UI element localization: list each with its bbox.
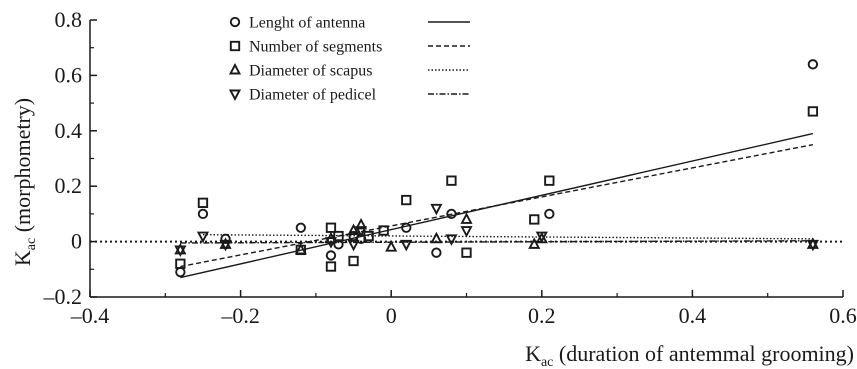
data-point-triangle-up [528, 237, 541, 249]
legend-item: Lenght of antenna [229, 15, 470, 32]
data-point-circle [220, 233, 231, 244]
data-point-square [446, 175, 457, 186]
data-point-square [175, 258, 186, 269]
data-point-triangle-down [347, 239, 360, 252]
data-point-triangle-down [355, 226, 368, 238]
data-points [174, 59, 819, 278]
data-point-triangle-down [430, 203, 443, 216]
y-tick-label: 0.4 [55, 118, 83, 143]
y-tick-label: 0.2 [55, 173, 83, 198]
legend-label: Diameter of pedicel [249, 87, 377, 104]
data-point-triangle-down [196, 231, 210, 244]
data-point-circle [175, 266, 186, 278]
data-point-square [197, 197, 209, 208]
legend-marker-square [229, 40, 241, 52]
legend-marker-triangle-up [228, 62, 242, 75]
data-point-circle [431, 247, 442, 258]
data-point-triangle-down [174, 245, 187, 257]
x-tick-label: 0.4 [679, 303, 707, 328]
axis-ticks: –0.4 –0.2 0 0.2 0.4 0.6–0.200.20.40.60.8 [43, 7, 857, 328]
data-point-triangle-up [355, 217, 368, 230]
data-point-triangle-down [400, 239, 413, 252]
x-tick-label: –0.4 [70, 303, 110, 328]
data-point-triangle-down [806, 239, 819, 252]
data-point-square [333, 230, 344, 242]
data-point-circle [807, 59, 819, 70]
data-point-triangle-up [294, 242, 307, 255]
x-tick-label: 0 [386, 303, 397, 328]
data-point-circle [295, 222, 306, 233]
data-point-circle [401, 222, 412, 233]
data-point-triangle-down [445, 234, 458, 246]
data-point-circle [325, 250, 337, 261]
data-point-triangle-up [430, 231, 443, 244]
data-point-triangle-down [324, 237, 338, 249]
data-point-circle [197, 208, 209, 220]
data-point-triangle-up [460, 212, 473, 224]
trend-lines [180, 132, 814, 279]
legend-label: Number of segments [249, 39, 382, 56]
y-tick-label: 0 [71, 229, 82, 254]
plot-frame [89, 20, 843, 298]
x-tick-label: –0.2 [220, 303, 260, 328]
data-point-circle [544, 208, 555, 220]
x-tick-label: 0.6 [829, 303, 857, 328]
data-point-square [461, 247, 472, 258]
data-point-square [325, 222, 337, 233]
data-point-square [544, 175, 555, 186]
data-point-circle [446, 208, 457, 220]
y-tick-label: 0.6 [55, 62, 83, 87]
data-point-square [807, 106, 819, 117]
legend-item: Diameter of pedicel [228, 87, 470, 104]
legend-item: Number of segments [229, 39, 470, 56]
data-point-square [348, 255, 359, 267]
legend-label: Lenght of antenna [249, 15, 365, 32]
data-point-triangle-down [535, 231, 548, 244]
legend: Lenght of antenna Number of segments Diame… [228, 15, 470, 104]
y-axis-title: Kac (morphometry) [10, 98, 39, 266]
data-point-square [325, 261, 337, 272]
x-axis-title: Kac (duration of antemmal grooming) [525, 341, 854, 369]
legend-marker-triangle-down [228, 89, 242, 102]
y-tick-label: –0.2 [43, 284, 83, 309]
data-point-square [378, 225, 389, 236]
legend-item: Diameter of scapus [228, 62, 470, 80]
data-point-square [529, 214, 540, 225]
data-point-triangle-up [347, 223, 360, 235]
data-point-triangle-down [219, 239, 232, 252]
legend-marker-circle [229, 16, 241, 28]
trend-line-triangle-up [202, 233, 813, 240]
data-point-square [401, 194, 412, 206]
y-tick-label: 0.8 [55, 7, 83, 32]
data-point-triangle-up [385, 240, 398, 252]
x-tick-label: 0.2 [528, 303, 556, 328]
trend-line-square [180, 143, 814, 268]
data-point-triangle-down [460, 226, 473, 238]
trend-line-triangle-down [180, 240, 813, 244]
legend-label: Diameter of scapus [249, 63, 373, 80]
data-point-square [363, 230, 374, 242]
